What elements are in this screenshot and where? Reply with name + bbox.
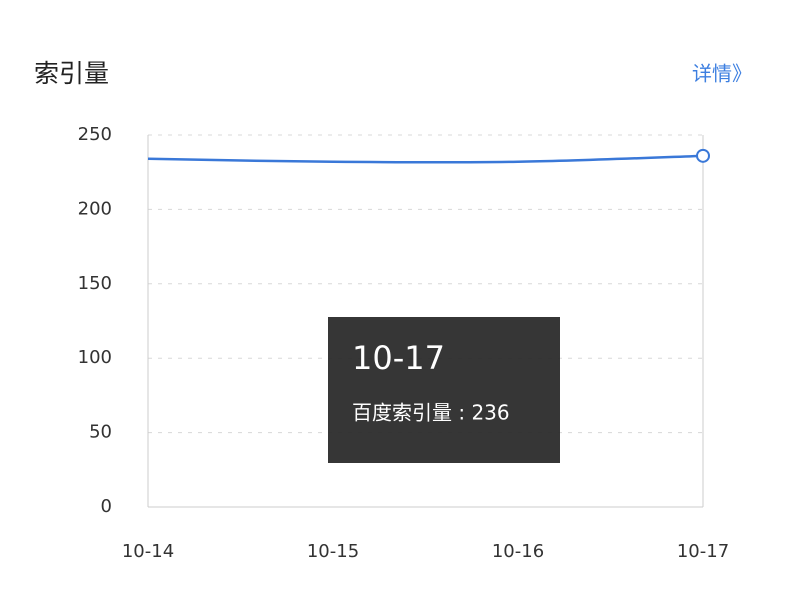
series-line: [147, 154, 704, 164]
y-tick-label: 200: [78, 198, 112, 219]
x-tick-label: 10-16: [492, 541, 544, 562]
tooltip-text: 百度索引量 : 236: [352, 401, 510, 425]
detail-link[interactable]: 详情》: [692, 62, 752, 86]
y-tick-label: 150: [78, 273, 112, 294]
x-tick-label: 10-17: [677, 541, 729, 562]
highlight-point: [696, 148, 710, 163]
x-tick-label: 10-15: [307, 541, 359, 562]
chart-title: 索引量: [34, 59, 109, 88]
y-tick-label: 100: [78, 347, 112, 368]
y-tick-label: 0: [101, 496, 112, 517]
tooltip-box: [328, 317, 560, 463]
tooltip: 10-17 百度索引量 : 236: [328, 317, 560, 463]
y-tick-label: 250: [78, 124, 112, 145]
y-tick-label: 50: [89, 422, 112, 443]
tooltip-title: 10-17: [352, 339, 445, 377]
x-tick-label: 10-14: [122, 541, 174, 562]
